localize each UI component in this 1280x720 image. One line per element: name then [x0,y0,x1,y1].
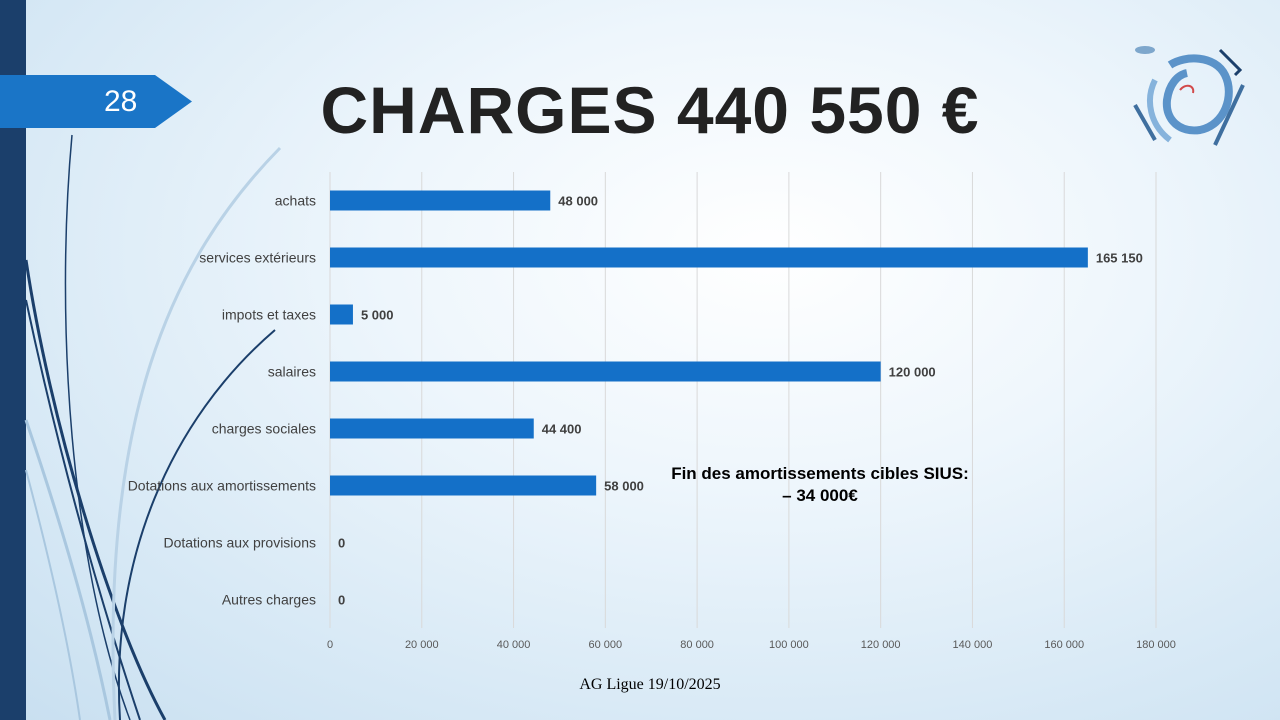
data-label: 120 000 [889,365,936,380]
data-label: 0 [338,536,345,551]
slide-footer: AG Ligue 19/10/2025 [579,676,721,693]
category-label: impots et taxes [222,307,316,323]
bar [330,247,1088,268]
annotation-line-2: – 34 000€ [782,486,858,505]
league-logo-icon [1133,46,1245,146]
data-label: 0 [338,593,345,608]
slide-number-tab [0,75,192,128]
x-tick-label: 40 000 [497,639,531,651]
x-tick-label: 60 000 [589,639,623,651]
category-label: Dotations aux amortissements [128,478,316,494]
x-tick-label: 20 000 [405,639,439,651]
chart-annotation: Fin des amortissements cibles SIUS: – 34… [640,463,1000,513]
category-label: services extérieurs [199,250,316,266]
data-label: 5 000 [361,308,394,323]
x-tick-label: 80 000 [680,639,714,651]
slide-title: CHARGES 440 550 € [320,73,980,147]
x-tick-label: 100 000 [769,639,809,651]
annotation-line-1: Fin des amortissements cibles SIUS: [671,464,969,483]
category-label: achats [275,193,316,209]
x-tick-label: 0 [327,639,333,651]
category-label: Autres charges [222,592,316,608]
bar [330,418,534,439]
data-label: 44 400 [542,422,582,437]
x-tick-label: 140 000 [953,639,993,651]
data-label: 48 000 [558,194,598,209]
x-tick-label: 160 000 [1044,639,1084,651]
x-tick-label: 120 000 [861,639,901,651]
category-label: salaires [268,364,316,380]
category-label: charges sociales [212,421,316,437]
slide-number: 28 [104,85,138,118]
bar [330,190,551,211]
bar [330,361,881,382]
x-tick-label: 180 000 [1136,639,1176,651]
category-label: Dotations aux provisions [163,535,316,551]
bar [330,304,353,325]
bar [330,475,597,496]
data-label: 58 000 [604,479,644,494]
data-label: 165 150 [1096,251,1143,266]
